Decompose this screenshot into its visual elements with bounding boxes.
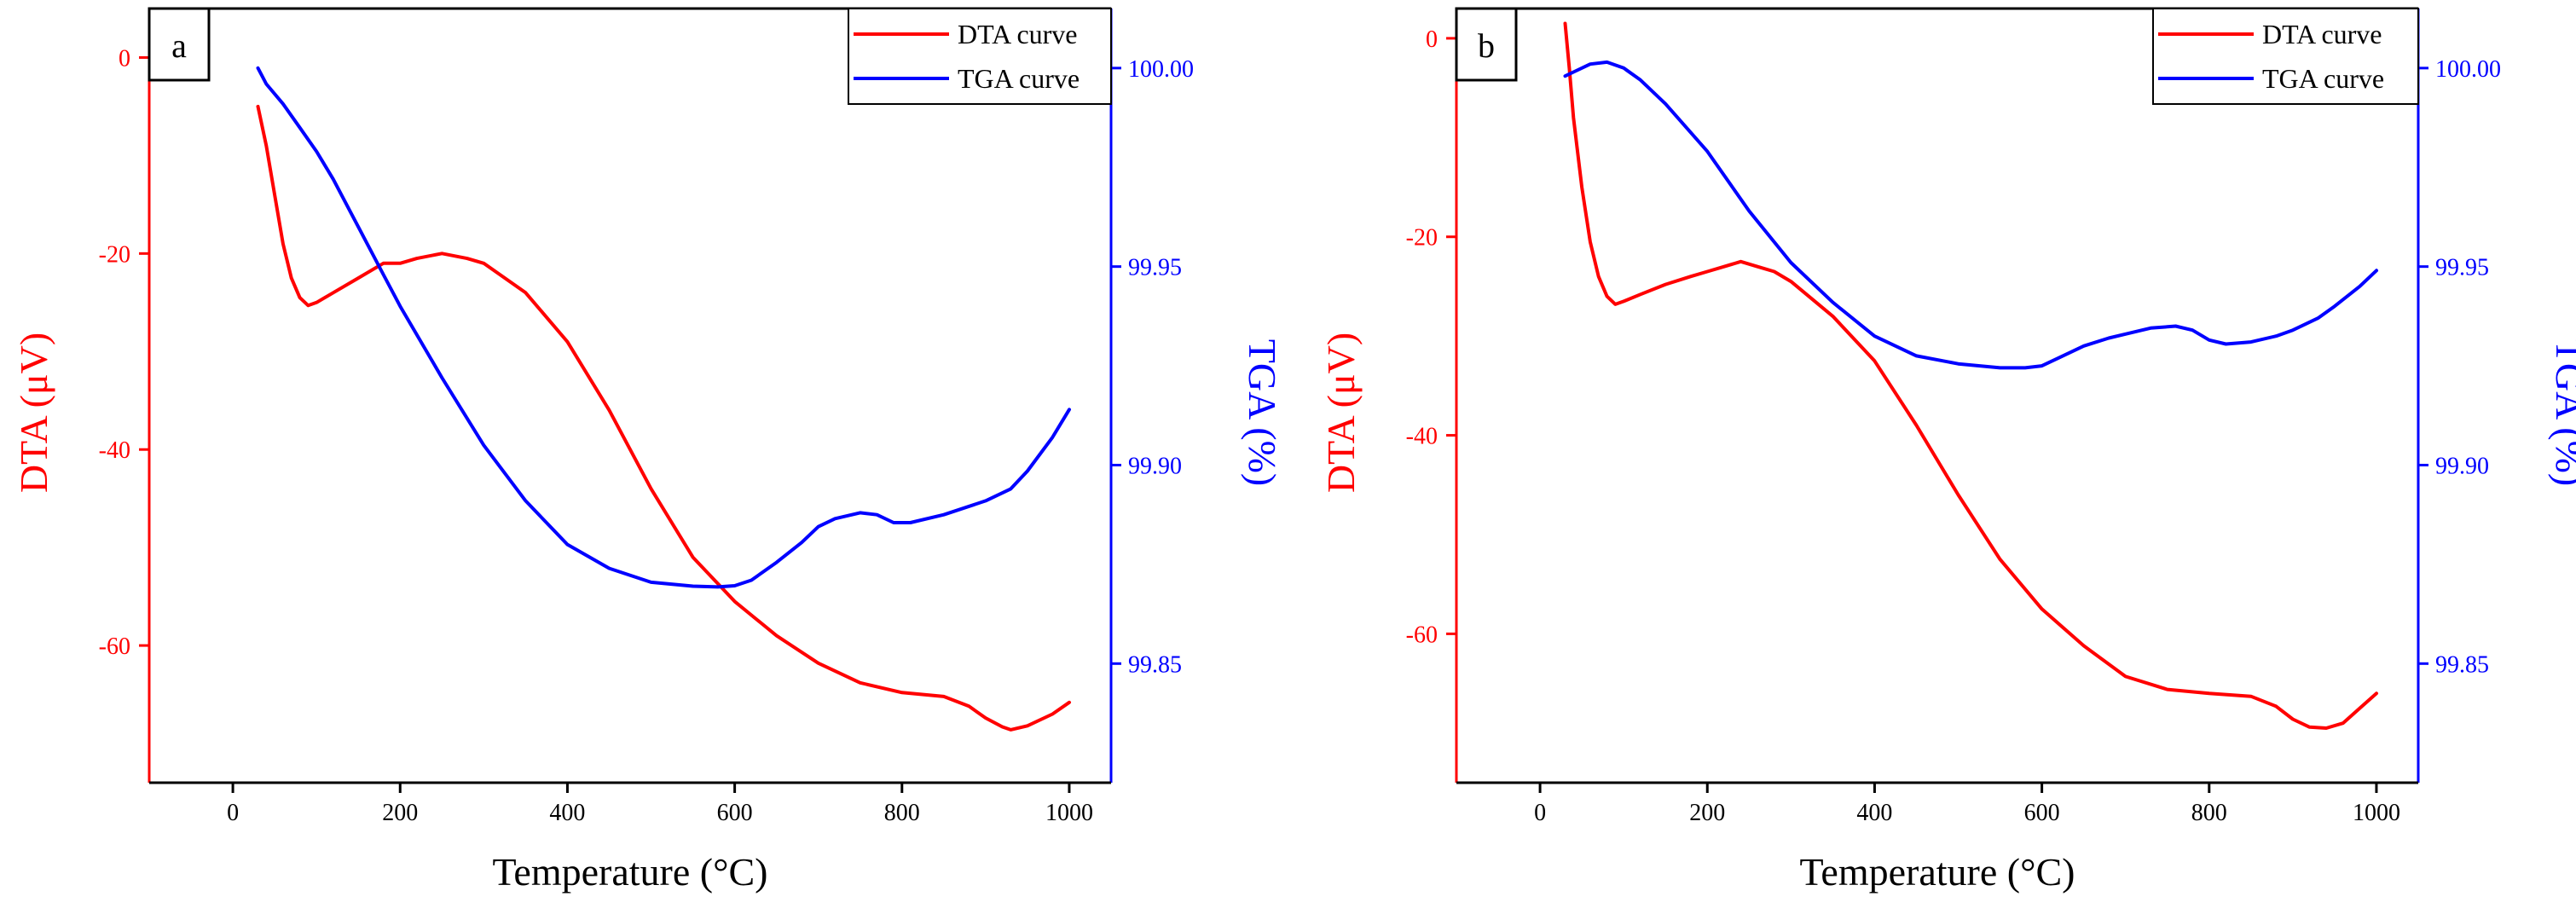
left-tick-label: -60 [1406, 622, 1438, 648]
right-tick-label: 99.90 [1128, 453, 1182, 479]
right-axis-title: TGA (%) [2548, 339, 2576, 486]
chart-panel-a: 0 200 400 600 800 1000 0 -20 -40 -60 100.00 99.95 99… [12, 7, 1284, 894]
panel-letter: a [171, 26, 187, 65]
x-axis-title: Temperature (°C) [1800, 850, 2075, 894]
right-tick-label: 99.85 [1128, 651, 1182, 678]
left-tick-label: -20 [99, 241, 130, 268]
right-tick-label: 99.90 [2435, 453, 2489, 479]
legend-box [2152, 8, 2419, 105]
x-tick-label: 1000 [2353, 800, 2400, 826]
right-tick-label: 100.00 [1128, 56, 1194, 83]
right-axis-title: TGA (%) [1241, 339, 1284, 486]
left-tick-label: -20 [1406, 225, 1438, 252]
left-tick-label: 0 [119, 45, 130, 72]
x-tick-label: 400 [549, 800, 585, 826]
x-tick-label: 0 [227, 800, 239, 826]
legend-label: DTA curve [2262, 19, 2382, 49]
right-tick-label: 99.95 [1128, 255, 1182, 281]
left-axis-title: DTA (μV) [12, 333, 55, 493]
series-line-dta-curve [256, 104, 1071, 732]
x-tick-label: 200 [1689, 800, 1725, 826]
x-tick-label: 800 [2191, 800, 2227, 826]
x-tick-label: 0 [1534, 800, 1546, 826]
right-tick-label: 100.00 [2435, 56, 2501, 83]
x-tick-label: 600 [717, 800, 753, 826]
panel-letter: b [1478, 26, 1495, 65]
left-tick-label: 0 [1426, 26, 1438, 53]
legend-label: TGA curve [958, 63, 1080, 94]
right-tick-label: 99.95 [2435, 255, 2489, 281]
left-axis-title: DTA (μV) [1319, 333, 1363, 493]
x-axis-title: Temperature (°C) [493, 850, 768, 894]
left-tick-label: -40 [99, 437, 130, 464]
left-tick-label: -40 [1406, 424, 1438, 450]
x-tick-label: 200 [382, 800, 418, 826]
legend-box [848, 8, 1112, 105]
x-tick-label: 800 [884, 800, 920, 826]
panel-letter-box [148, 7, 211, 82]
series-line-dta-curve [1563, 21, 2378, 730]
chart-panel-b: 0 200 400 600 800 1000 0 -20 -40 -60 100.00 99.95 99… [1319, 7, 2576, 894]
x-tick-label: 400 [1856, 800, 1892, 826]
left-tick-label: -60 [99, 633, 130, 660]
series-line-tga-curve [1563, 60, 2378, 370]
legend-label: TGA curve [2262, 63, 2384, 94]
right-tick-label: 99.85 [2435, 651, 2489, 678]
panel-letter-box [1455, 7, 1518, 82]
x-tick-label: 1000 [1045, 800, 1093, 826]
legend-label: DTA curve [958, 19, 1078, 49]
series-line-tga-curve [256, 66, 1071, 589]
x-tick-label: 600 [2024, 800, 2060, 826]
